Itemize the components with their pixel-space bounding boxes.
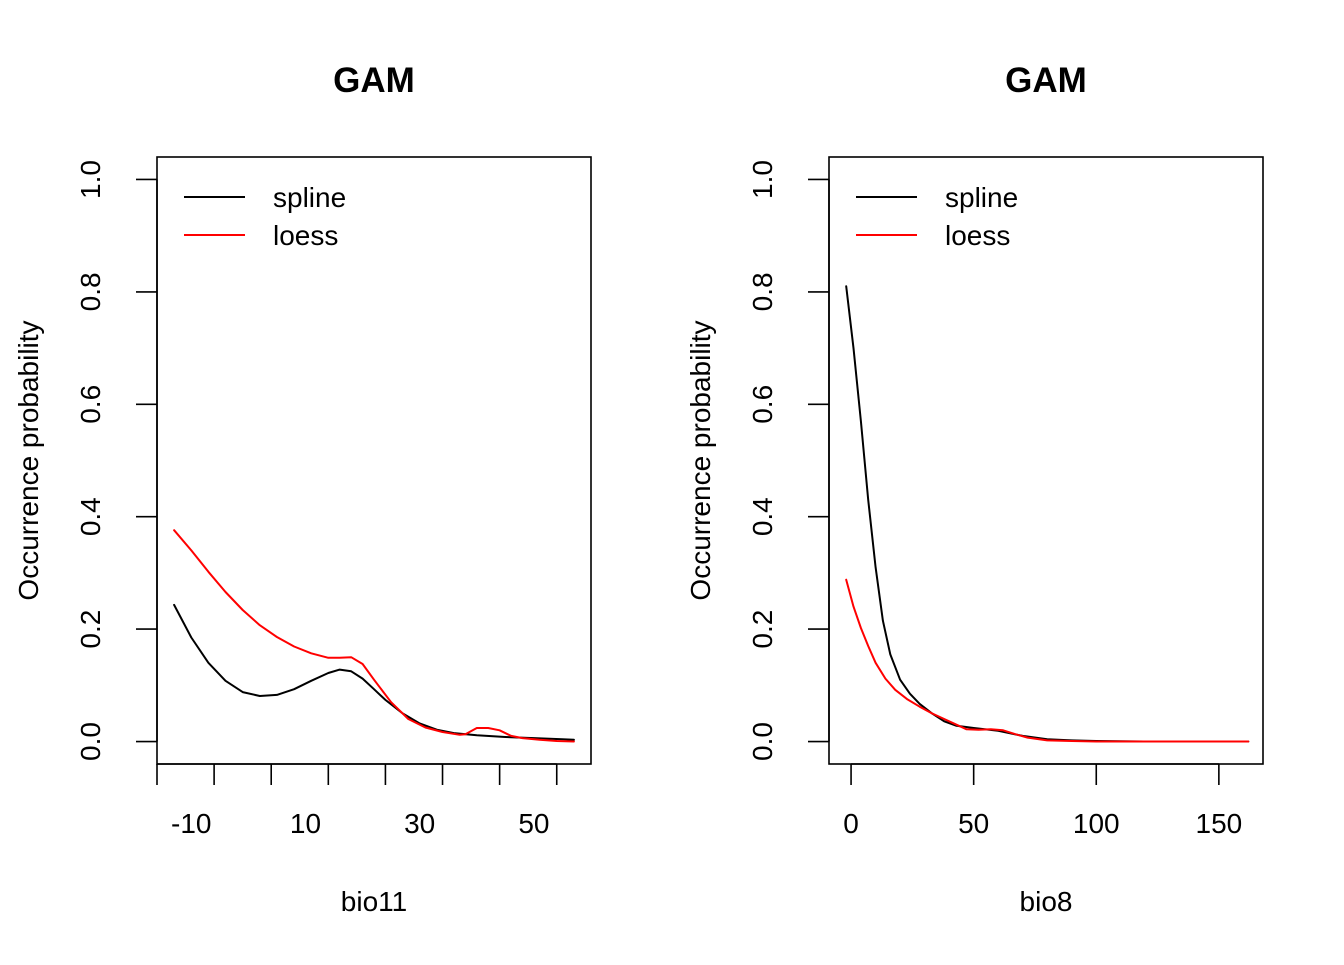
chart-panel-bio11: GAM -10 10 30 50 0.0 0.2 0.4 0.6 0.8 1.0 bio11 Occur…: [13, 61, 592, 917]
series-line-spline: [173, 603, 575, 741]
y-tick-label: 0.6: [75, 385, 106, 424]
y-tick-label: 0.0: [747, 722, 778, 761]
chart-title: GAM: [1005, 61, 1087, 100]
x-tick-label: 100: [1073, 808, 1120, 839]
x-axis-label: bio11: [341, 886, 407, 917]
y-axis-label: Occurrence probability: [13, 320, 44, 600]
x-tick-label: 50: [958, 808, 989, 839]
y-tick-label: 0.2: [747, 610, 778, 649]
y-tick-label: 0.6: [747, 385, 778, 424]
series-line-loess: [845, 578, 1250, 743]
y-tick-label: 1.0: [747, 160, 778, 199]
y-tick-label: 0.2: [75, 610, 106, 649]
y-tick-label: 0.8: [75, 272, 106, 311]
x-tick-label: 10: [290, 808, 321, 839]
series-line-spline: [845, 285, 1250, 743]
series-line-loess: [173, 529, 575, 743]
legend-label-loess: loess: [945, 220, 1010, 251]
x-tick-label: -10: [171, 808, 211, 839]
y-tick-label: 0.4: [75, 497, 106, 536]
y-tick-label: 0.8: [747, 272, 778, 311]
plot-frame: [828, 156, 1264, 765]
y-tick-label: 1.0: [75, 160, 106, 199]
x-tick-label: 150: [1196, 808, 1243, 839]
x-tick-label: 30: [404, 808, 435, 839]
x-tick-label: 50: [518, 808, 549, 839]
y-axis-label: Occurrence probability: [685, 320, 716, 600]
legend-label-spline: spline: [945, 182, 1018, 213]
y-tick-label: 0.4: [747, 497, 778, 536]
x-axis-label: bio8: [1020, 886, 1073, 917]
legend-label-spline: spline: [273, 182, 346, 213]
chart-panel-bio8: GAM 0 50 100 150 0.0 0.2 0.4 0.6 0.8 1.0 bio8 Occurr…: [685, 61, 1264, 917]
chart-title: GAM: [333, 61, 415, 100]
x-tick-label: 0: [843, 808, 859, 839]
legend-label-loess: loess: [273, 220, 338, 251]
plot-frame: [156, 156, 592, 765]
y-tick-label: 0.0: [75, 722, 106, 761]
